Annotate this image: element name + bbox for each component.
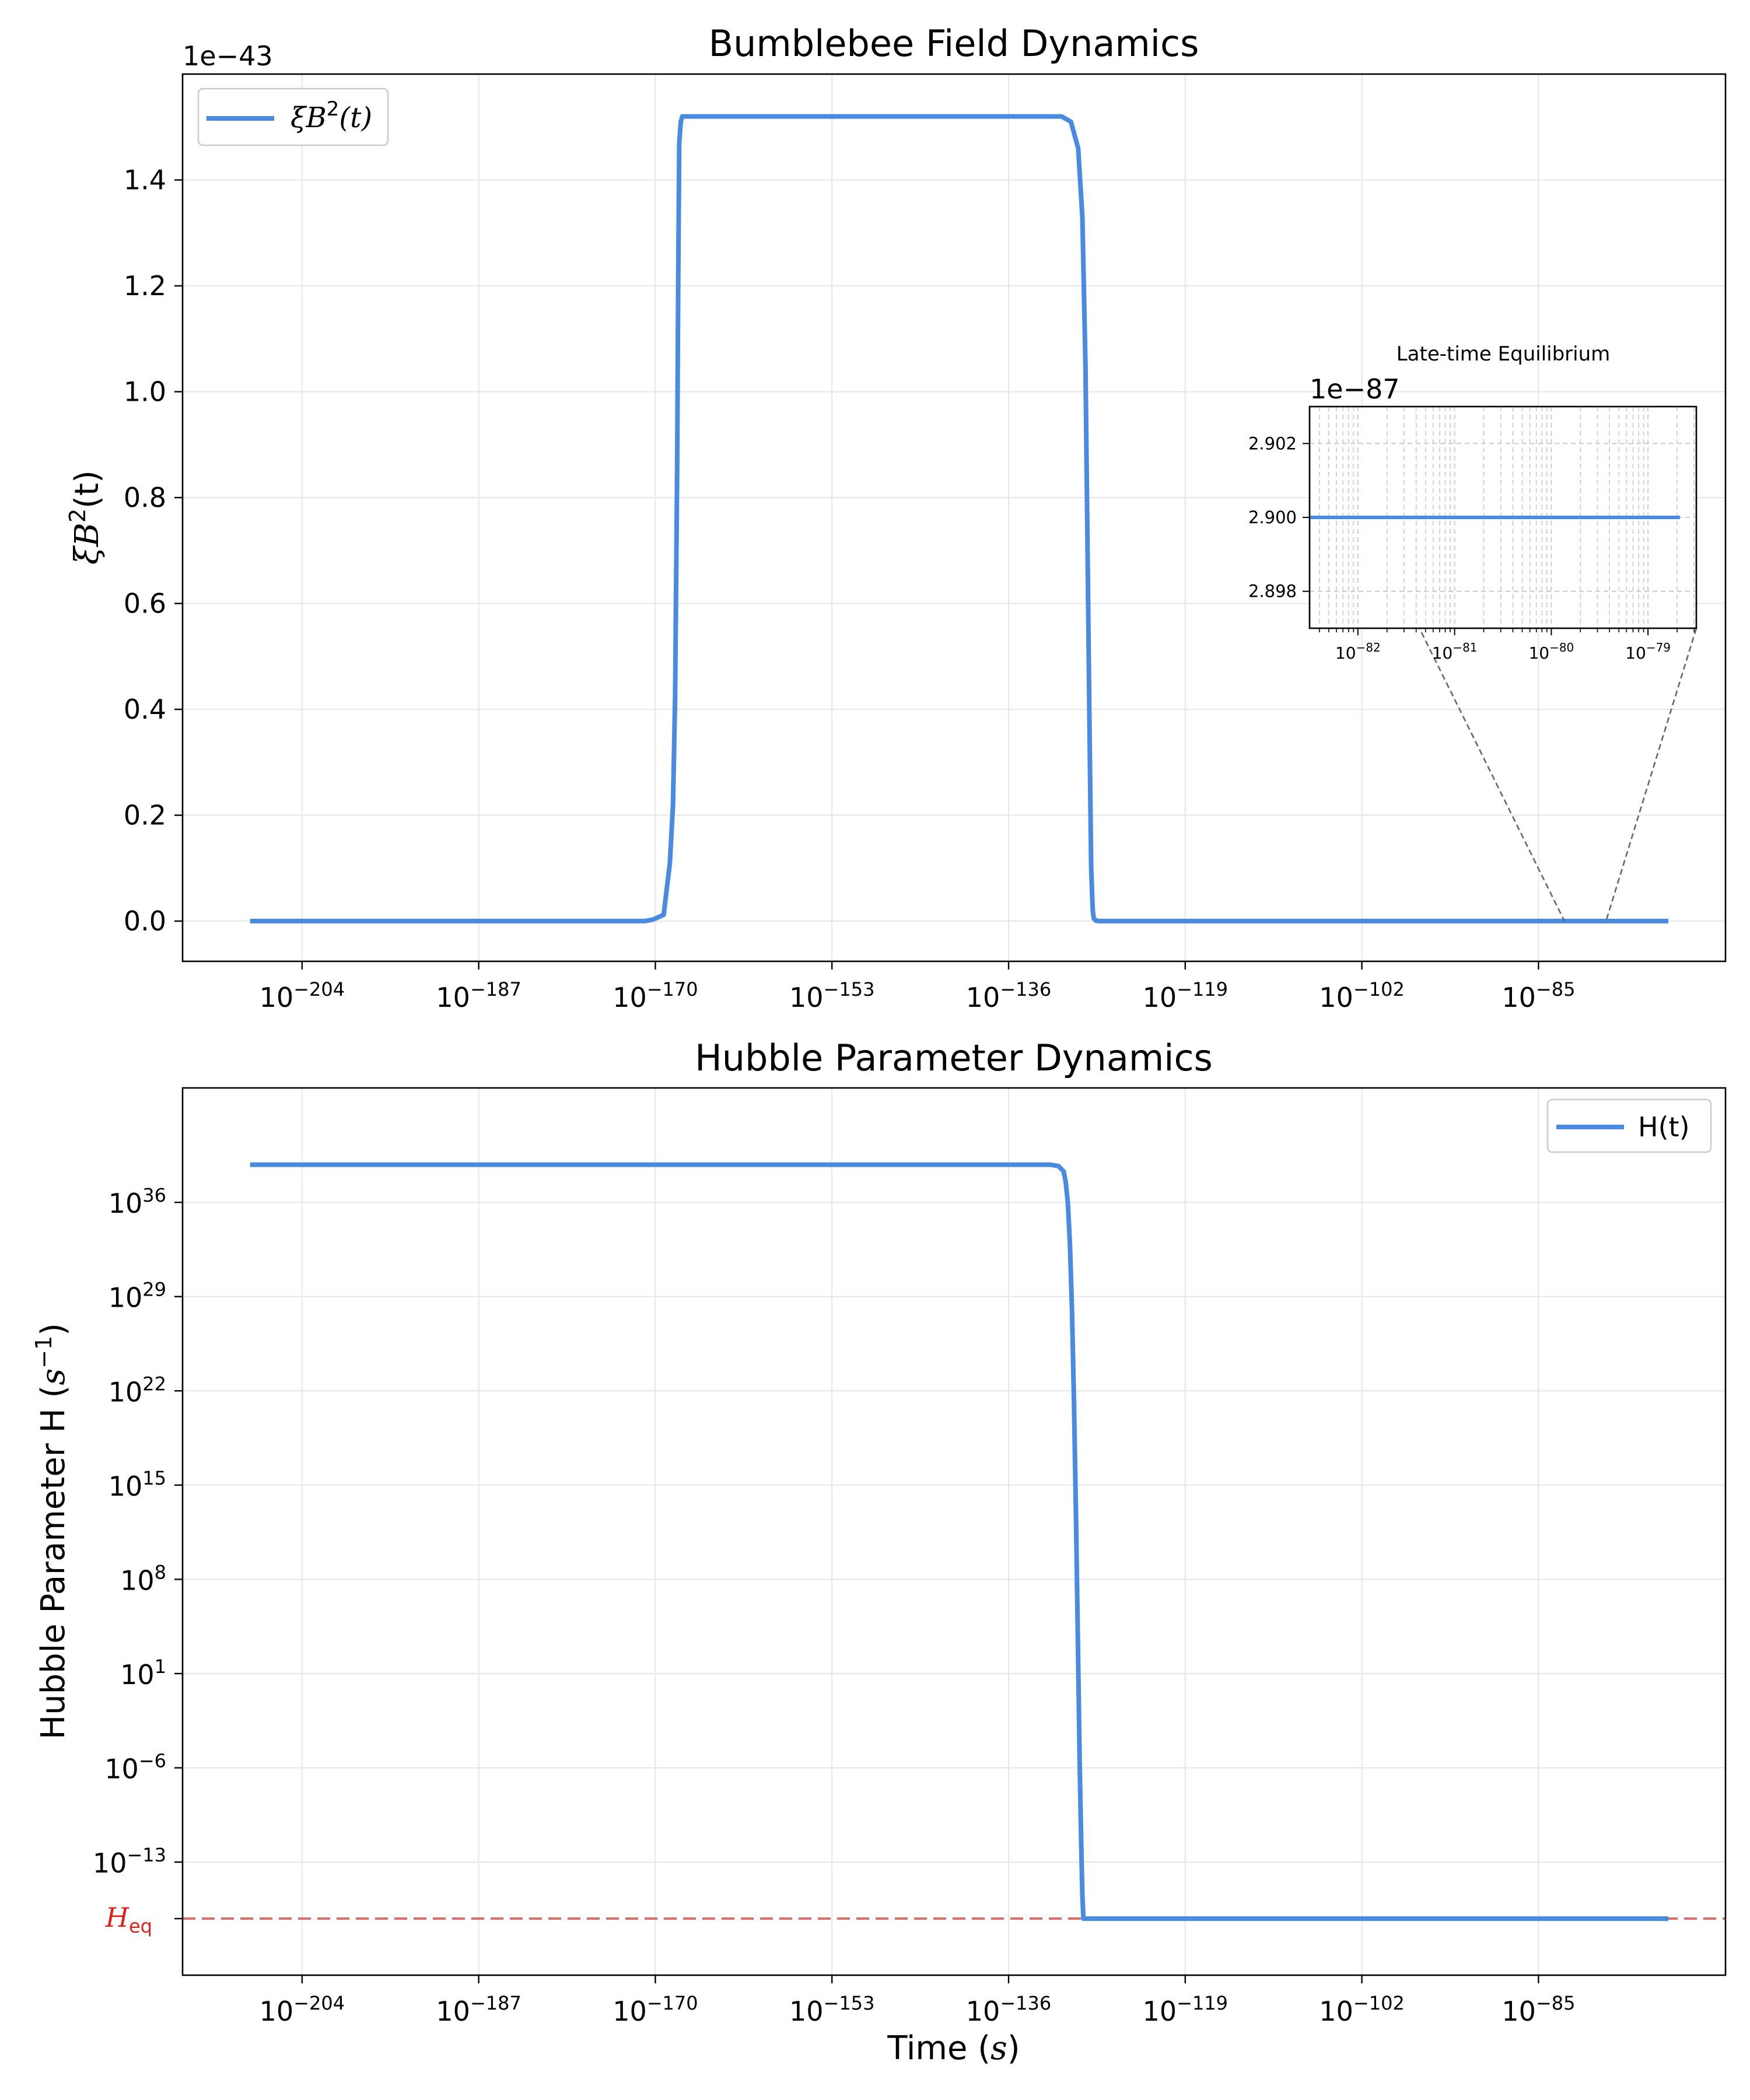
top-legend: ξB2(t) xyxy=(197,88,389,146)
bottom-plot-frame xyxy=(181,1087,1727,1976)
top-legend-label: ξB2(t) xyxy=(290,97,372,134)
bottom-x-tick-label: 10−153 xyxy=(789,1992,874,2027)
bottom-x-tick-label: 10−170 xyxy=(612,1992,698,2027)
bottom-y-tick-label: 10−13 xyxy=(93,1844,166,1879)
bottom-x-tick-label: 10−204 xyxy=(260,1992,345,2027)
bottom-y-tick-label: 1015 xyxy=(108,1467,166,1502)
top-x-tick-label: 10−102 xyxy=(1319,978,1404,1013)
top-y-ticks: 0.0 0.2 0.4 0.6 0.8 1.0 1.2 1.4 xyxy=(124,164,183,937)
inset-x-ticks: 10−82 10−81 10−80 10−79 xyxy=(1319,628,1695,663)
bottom-legend-label: H(t) xyxy=(1638,1111,1690,1143)
bottom-series xyxy=(250,1162,1668,1922)
top-x-tick-label: 10−119 xyxy=(1143,978,1228,1013)
bottom-grid xyxy=(183,1088,1726,1975)
hubble-line xyxy=(250,1162,1668,1922)
inset-y-tick-label: 2.898 xyxy=(1248,582,1297,601)
bottom-panel: 10−204 10−187 10−170 10−153 10−136 10−119 10−1… xyxy=(31,1037,1727,2067)
bottom-x-tick-label: 10−136 xyxy=(966,1992,1051,2027)
top-x-tick-label: 10−136 xyxy=(966,978,1051,1013)
bottom-y-axis-label: Hubble Parameter H (s−1) xyxy=(31,1323,72,1740)
bottom-x-axis-label: Time (s) xyxy=(887,2029,1020,2067)
top-y-axis-label: ξB2(t) xyxy=(65,470,106,565)
inset-connector-right xyxy=(1605,628,1698,922)
inset-x-tick-label: 10−80 xyxy=(1528,640,1574,663)
bottom-y-tick-label: 101 xyxy=(120,1656,166,1690)
top-legend-box xyxy=(197,88,389,146)
inset-x-tick-label: 10−82 xyxy=(1335,640,1381,663)
bottom-legend-box xyxy=(1546,1098,1712,1153)
top-y-tick-label: 0.0 xyxy=(124,905,166,937)
bottom-x-ticks: 10−204 10−187 10−170 10−153 10−136 10−119 10−1… xyxy=(260,1975,1575,2027)
top-y-tick-label: 0.6 xyxy=(124,588,166,620)
bottom-y-ticks: 10−13 10−6 101 108 1015 1022 1029 1036 xyxy=(93,1184,183,1920)
top-x-tick-label: 10−85 xyxy=(1502,978,1575,1013)
top-y-tick-label: 0.2 xyxy=(124,800,166,831)
bottom-title: Hubble Parameter Dynamics xyxy=(695,1037,1213,1079)
bottom-y-tick-label: 10−6 xyxy=(104,1750,166,1785)
top-y-tick-label: 1.4 xyxy=(124,164,166,196)
bottom-x-tick-label: 10−85 xyxy=(1502,1992,1575,2027)
bottom-y-tick-label: 1036 xyxy=(108,1184,166,1219)
top-x-tick-label: 10−170 xyxy=(612,978,698,1013)
top-y-tick-label: 1.0 xyxy=(124,376,166,408)
bottom-y-tick-label: 108 xyxy=(120,1561,166,1596)
bottom-x-tick-label: 10−119 xyxy=(1143,1992,1228,2027)
top-series xyxy=(250,114,1668,923)
top-title: Bumblebee Field Dynamics xyxy=(709,22,1199,65)
inset-x-tick-label: 10−79 xyxy=(1625,640,1671,663)
bottom-x-tick-label: 10−102 xyxy=(1319,1992,1404,2027)
top-x-tick-label: 10−187 xyxy=(436,978,521,1013)
xi-b2-line xyxy=(250,114,1668,923)
top-x-ticks: 10−204 10−187 10−170 10−153 10−136 10−119 10−1… xyxy=(260,961,1575,1013)
bottom-y-tick-label: 1029 xyxy=(108,1279,166,1314)
top-panel: 10−204 10−187 10−170 10−153 10−136 10−119 10−1… xyxy=(65,22,1727,1013)
top-y-tick-label: 0.8 xyxy=(124,482,166,513)
top-y-offset-label: 1e−43 xyxy=(183,40,273,72)
inset-x-tick-label: 10−81 xyxy=(1432,640,1478,663)
top-y-tick-label: 1.2 xyxy=(124,270,166,302)
inset-title: Late-time Equilibrium xyxy=(1396,342,1611,366)
bottom-x-tick-label: 10−187 xyxy=(436,1992,521,2027)
heq-tick-label: Heq xyxy=(105,1902,152,1937)
top-x-tick-label: 10−153 xyxy=(789,978,874,1013)
inset-panel: 10−82 10−81 10−80 10−79 2.898 2.900 2.902 Lat… xyxy=(1248,342,1698,663)
bottom-legend: H(t) xyxy=(1546,1098,1712,1153)
inset-y-offset-label: 1e−87 xyxy=(1310,373,1400,405)
inset-y-tick-label: 2.902 xyxy=(1248,433,1297,453)
top-plot-frame xyxy=(181,73,1727,963)
inset-y-ticks: 2.898 2.900 2.902 xyxy=(1248,433,1310,601)
top-y-tick-label: 0.4 xyxy=(124,694,166,725)
bottom-y-tick-label: 1022 xyxy=(108,1373,166,1408)
inset-y-tick-label: 2.900 xyxy=(1248,508,1297,527)
top-x-tick-label: 10−204 xyxy=(260,978,345,1013)
